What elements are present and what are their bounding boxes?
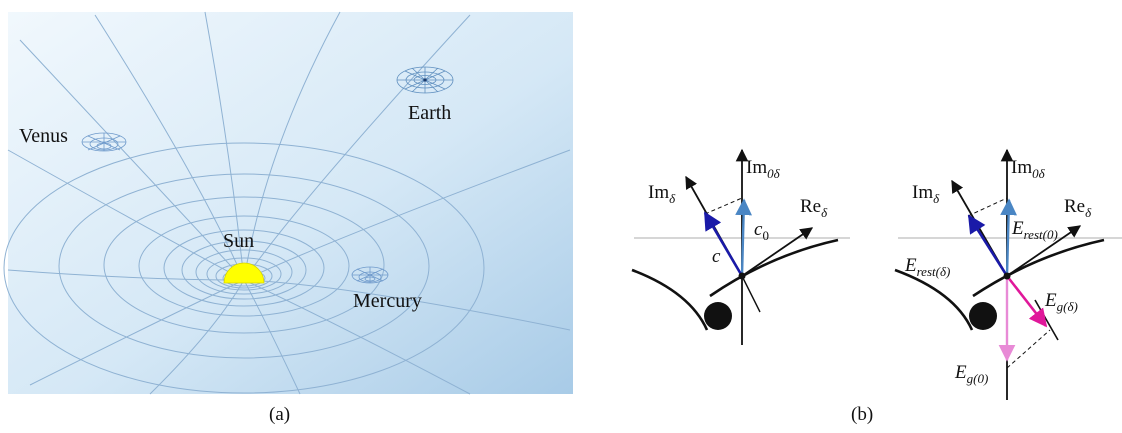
e-rest0-vector xyxy=(1000,198,1017,277)
c0-label: c0 xyxy=(754,219,769,243)
re-axis-right xyxy=(1006,225,1082,277)
origin-dot-left xyxy=(738,272,746,280)
sun-shape xyxy=(223,262,265,284)
curve-left-inner xyxy=(709,238,839,298)
im0-label-left: Im0δ xyxy=(746,157,781,181)
re-label-right: Reδ xyxy=(1064,196,1092,220)
venus-well xyxy=(81,132,127,152)
spacetime-grid xyxy=(3,11,571,395)
e-restd-vector xyxy=(967,214,1009,277)
re-label-left: Reδ xyxy=(800,196,828,220)
caption-b: (b) xyxy=(851,404,873,425)
im-label-left: Imδ xyxy=(648,182,676,206)
c-label: c xyxy=(712,246,721,267)
re-axis-left xyxy=(741,227,814,277)
im-axis-left-tail xyxy=(741,275,761,313)
curve-right-outer xyxy=(894,268,974,331)
c0-vector xyxy=(735,198,752,277)
projection-dash-left xyxy=(704,197,743,215)
c-vector xyxy=(703,211,744,277)
curve-left-outer xyxy=(631,268,709,331)
projection-dash-top xyxy=(967,197,1008,217)
earth-label: Earth xyxy=(408,102,451,124)
e-gd-vector xyxy=(1005,275,1048,328)
panel-b-right-diagram: Im0δ Imδ Reδ Erest(0) Erest(δ) Eg(δ) Eg(… xyxy=(894,148,1122,400)
e-restd-label: Erest(δ) xyxy=(904,255,950,279)
mass-ball-left xyxy=(704,302,732,330)
panel-b-left-diagram: Im0δ Imδ Reδ c c0 xyxy=(631,148,850,345)
earth-dot xyxy=(423,78,427,82)
e-gd-label: Eg(δ) xyxy=(1044,290,1078,314)
origin-dot-right xyxy=(1003,272,1011,280)
projection-dash-bottom xyxy=(1006,329,1051,369)
caption-a: (a) xyxy=(269,404,290,425)
panel-a-spacetime-well: Sun Earth Venus Mercury (a) xyxy=(3,11,573,425)
e-rest0-label: Erest(0) xyxy=(1011,218,1058,242)
venus-label: Venus xyxy=(19,125,68,147)
mass-ball-right xyxy=(969,302,997,330)
e-g0-label: Eg(0) xyxy=(954,362,988,386)
im0-label-right: Im0δ xyxy=(1011,157,1046,181)
sun-label: Sun xyxy=(223,230,254,252)
mercury-label: Mercury xyxy=(353,290,422,312)
panel-a-background xyxy=(8,12,573,394)
curve-right-inner xyxy=(972,238,1105,298)
im-label-right: Imδ xyxy=(912,182,940,206)
mercury-well xyxy=(351,266,389,284)
